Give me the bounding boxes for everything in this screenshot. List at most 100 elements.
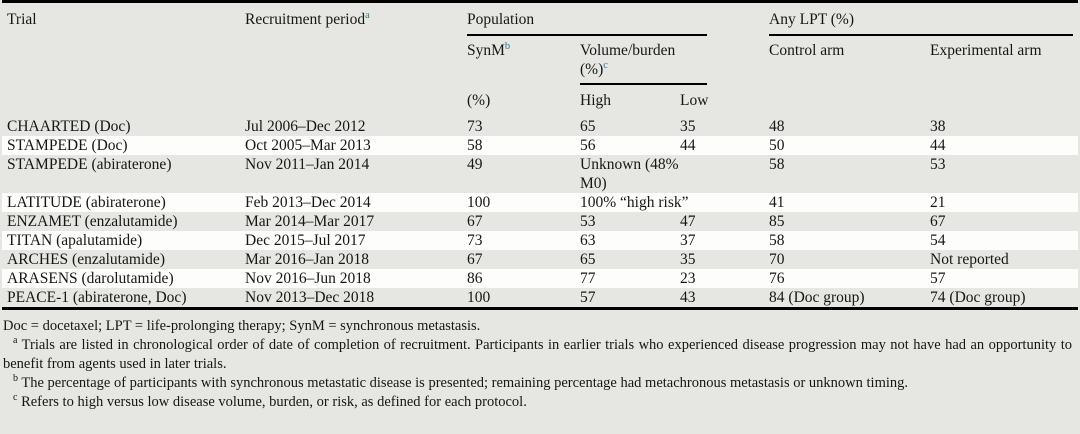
cell-synm: 100 bbox=[467, 289, 491, 306]
cell-experimental: 67 bbox=[930, 213, 946, 230]
cell-high: 63 bbox=[580, 232, 596, 249]
cell-control: 41 bbox=[769, 194, 785, 211]
col-header-synm-unit: (%) bbox=[467, 92, 491, 109]
cell-period: Nov 2013–Dec 2018 bbox=[245, 289, 375, 306]
cell-period: Oct 2005–Mar 2013 bbox=[245, 137, 371, 154]
abbreviations-note: Doc = docetaxel; LPT = life-prolonging t… bbox=[3, 318, 481, 334]
footnote-a-marker: a bbox=[13, 335, 18, 347]
table-row: TITAN (apalutamide) Dec 2015–Jul 2017 73… bbox=[2, 231, 1079, 250]
cell-high: 53 bbox=[580, 213, 596, 230]
footnote-c: c Refers to high versus low disease volu… bbox=[3, 393, 1072, 412]
table-row: ARCHES (enzalutamide) Mar 2016–Jan 2018 … bbox=[2, 250, 1078, 269]
table-row: STAMPEDE (Doc) Oct 2005–Mar 2013 58 56 4… bbox=[2, 136, 1079, 155]
footnote-b-text: The percentage of participants with sync… bbox=[21, 375, 909, 391]
cell-synm: 49 bbox=[467, 156, 483, 173]
cell-synm: 86 bbox=[467, 270, 483, 287]
cell-synm: 58 bbox=[467, 137, 483, 154]
table-header: Trial Recruitment perioda Population Any… bbox=[2, 2, 1078, 118]
cell-experimental: Not reported bbox=[930, 251, 1009, 268]
col-header-high: High bbox=[580, 92, 611, 109]
cell-synm: 67 bbox=[467, 213, 483, 230]
cell-period: Mar 2014–Mar 2017 bbox=[245, 213, 375, 230]
cell-period: Nov 2016–Jun 2018 bbox=[245, 270, 371, 287]
cell-synm: 100 bbox=[467, 194, 491, 211]
cell-experimental: 53 bbox=[930, 156, 946, 173]
table-row: STAMPEDE (abiraterone) Nov 2011–Jan 2014… bbox=[2, 155, 1078, 193]
cell-high: 56 bbox=[580, 137, 596, 154]
cell-period: Nov 2011–Jan 2014 bbox=[245, 156, 370, 173]
cell-experimental: 74 (Doc group) bbox=[930, 289, 1026, 306]
cell-low: 44 bbox=[680, 137, 696, 154]
cell-control: 85 bbox=[769, 213, 785, 230]
cell-experimental: 38 bbox=[930, 118, 946, 135]
cell-high: 65 bbox=[580, 118, 596, 135]
col-header-volume-burden: Volume/burden (%)c bbox=[575, 36, 764, 88]
cell-experimental: 21 bbox=[930, 194, 946, 211]
footnotes-section: Doc = docetaxel; LPT = life-prolonging t… bbox=[0, 310, 1080, 412]
header-row-groups: Trial Recruitment perioda Population Any… bbox=[2, 2, 1078, 36]
footnote-marker-b: b bbox=[504, 40, 511, 52]
cell-low: 35 bbox=[680, 118, 696, 135]
cell-low: 35 bbox=[680, 251, 696, 268]
cell-low: 37 bbox=[680, 232, 696, 249]
cell-high: 57 bbox=[580, 289, 596, 306]
cell-period: Feb 2013–Dec 2014 bbox=[245, 194, 371, 211]
table-row: ENZAMET (enzalutamide) Mar 2014–Mar 2017… bbox=[2, 212, 1078, 231]
cell-high: 65 bbox=[580, 251, 596, 268]
recruitment-period-label: Recruitment period bbox=[245, 11, 366, 28]
cell-synm: 73 bbox=[467, 118, 483, 135]
footnote-marker-c: c bbox=[603, 59, 608, 71]
cell-control: 70 bbox=[769, 251, 785, 268]
footnote-c-marker: c bbox=[13, 392, 18, 404]
table-row: CHAARTED (Doc) Jul 2006–Dec 2012 73 65 3… bbox=[2, 117, 1078, 136]
cell-trial: PEACE-1 (abiraterone, Doc) bbox=[7, 289, 187, 306]
table-body: CHAARTED (Doc) Jul 2006–Dec 2012 73 65 3… bbox=[2, 117, 1079, 309]
table-row: LATITUDE (abiraterone) Feb 2013–Dec 2014… bbox=[2, 193, 1079, 212]
cell-control: 58 bbox=[769, 232, 785, 249]
synm-label: SynM bbox=[467, 42, 505, 59]
cell-low: 23 bbox=[680, 270, 696, 287]
cell-synm: 67 bbox=[467, 251, 483, 268]
cell-experimental: 54 bbox=[930, 232, 946, 249]
cell-low: 47 bbox=[680, 213, 696, 230]
cell-trial: TITAN (apalutamide) bbox=[7, 232, 143, 249]
cell-trial: ARASENS (darolutamide) bbox=[7, 270, 174, 287]
cell-control: 84 (Doc group) bbox=[769, 289, 865, 306]
header-row-subgroups: SynMb Volume/burden (%)c Control arm Expe… bbox=[2, 36, 1078, 88]
header-row-units: (%) High Low bbox=[2, 88, 1078, 117]
table-row: PEACE-1 (abiraterone, Doc) Nov 2013–Dec … bbox=[2, 288, 1078, 309]
cell-trial: STAMPEDE (abiraterone) bbox=[7, 156, 172, 173]
trial-header-label: Trial bbox=[7, 11, 37, 28]
cell-period: Jul 2006–Dec 2012 bbox=[245, 118, 366, 135]
cell-high: 77 bbox=[580, 270, 596, 287]
cell-trial: STAMPEDE (Doc) bbox=[7, 137, 128, 154]
cell-experimental: 57 bbox=[930, 270, 946, 287]
group-header-population: Population bbox=[462, 2, 764, 36]
population-group-label: Population bbox=[467, 10, 707, 36]
cell-low: 43 bbox=[680, 289, 696, 306]
footnote-a: a Trials are listed in chronological ord… bbox=[3, 336, 1072, 374]
cell-trial: CHAARTED (Doc) bbox=[7, 118, 131, 135]
cell-experimental: 44 bbox=[930, 137, 946, 154]
cell-period: Dec 2015–Jul 2017 bbox=[245, 232, 366, 249]
table-row: ARASENS (darolutamide) Nov 2016–Jun 2018… bbox=[2, 269, 1079, 288]
col-header-control-arm: Control arm bbox=[769, 42, 845, 59]
cell-volume-combined: Unknown (48% M0) bbox=[580, 156, 679, 192]
footnote-c-text: Refers to high versus low disease volume… bbox=[21, 394, 527, 410]
cell-control: 48 bbox=[769, 118, 785, 135]
cell-period: Mar 2016–Jan 2018 bbox=[245, 251, 369, 268]
cell-control: 50 bbox=[769, 137, 785, 154]
trials-table: Trial Recruitment perioda Population Any… bbox=[2, 0, 1079, 310]
cell-synm: 73 bbox=[467, 232, 483, 249]
footnote-marker-a: a bbox=[365, 9, 370, 21]
cell-trial: ENZAMET (enzalutamide) bbox=[7, 213, 178, 230]
footnote-b: b The percentage of participants with sy… bbox=[3, 374, 1072, 393]
col-header-low: Low bbox=[680, 92, 709, 109]
group-header-any-lpt: Any LPT (%) bbox=[764, 2, 1078, 36]
volume-burden-label: Volume/burden (%)c bbox=[580, 41, 707, 85]
footnote-a-text: Trials are listed in chronological order… bbox=[3, 337, 1072, 372]
cell-trial: ARCHES (enzalutamide) bbox=[7, 251, 165, 268]
cell-control: 58 bbox=[769, 156, 785, 173]
cell-volume-combined: 100% “high risk” bbox=[580, 194, 689, 211]
